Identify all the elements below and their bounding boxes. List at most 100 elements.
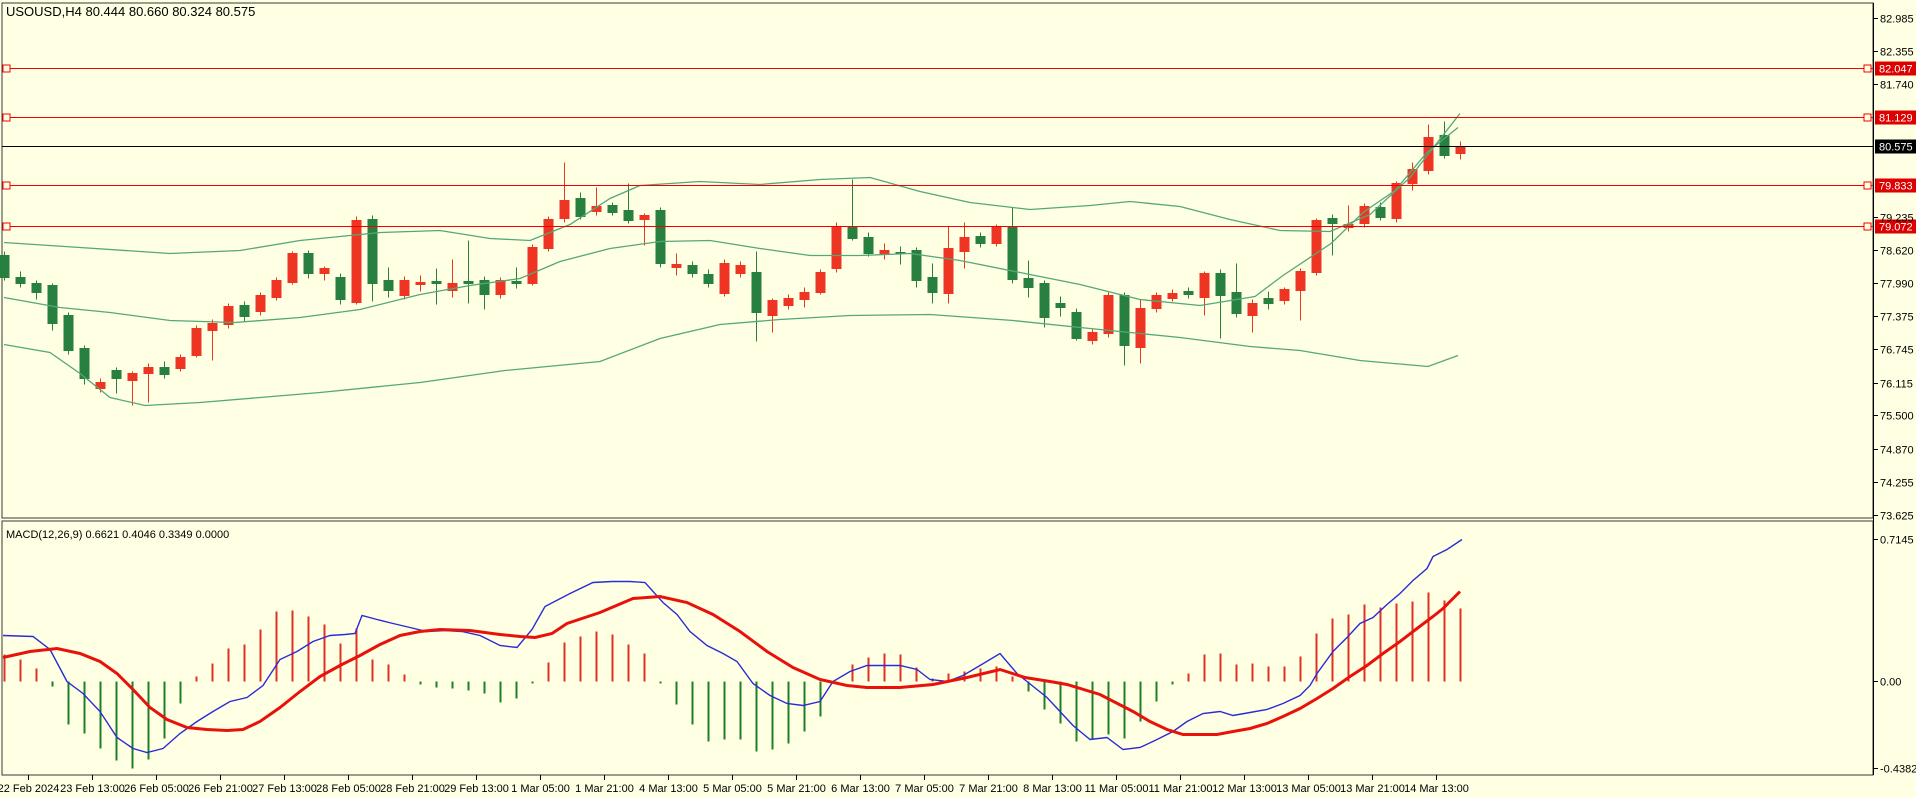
candle-body xyxy=(1439,135,1450,156)
candle-body xyxy=(239,305,250,317)
time-label: 28 Feb 21:00 xyxy=(380,783,445,795)
symbol-title: USOUSD,H4 80.444 80.660 80.324 80.575 xyxy=(6,4,255,19)
price-tick-label: 78.620 xyxy=(1880,246,1914,258)
hline-left-handle[interactable] xyxy=(2,222,11,231)
candlestick-series xyxy=(0,121,1466,406)
candle-body xyxy=(1215,273,1226,296)
hline-right-handle[interactable] xyxy=(1863,64,1872,73)
time-axis[interactable]: 22 Feb 2024 23 Feb 13:00 26 Feb 05:00 26 Fe… xyxy=(0,775,1469,795)
candle-body xyxy=(927,277,938,293)
macd-tick-label: -0.4382 xyxy=(1880,764,1916,776)
candle-body xyxy=(1135,308,1146,348)
horizontal-line-objects[interactable] xyxy=(2,64,1873,231)
candle-body xyxy=(1119,295,1130,346)
price-tick-label: 74.870 xyxy=(1880,445,1914,457)
macd-label: MACD(12,26,9) 0.6621 0.4046 0.3349 0.000… xyxy=(6,529,229,541)
candle-body xyxy=(1247,303,1258,316)
candle-body xyxy=(207,323,218,331)
candle-body xyxy=(15,277,26,284)
time-label: 12 Mar 13:00 xyxy=(1212,783,1277,795)
candle-body xyxy=(31,283,42,293)
candle-body xyxy=(511,281,522,284)
candle-body xyxy=(575,198,586,217)
time-label: 1 Mar 21:00 xyxy=(575,783,634,795)
candle-body xyxy=(799,292,810,300)
price-tick-label: 81.740 xyxy=(1880,80,1914,92)
price-tick-label: 82.355 xyxy=(1880,47,1914,59)
candle-body xyxy=(479,280,490,295)
price-line-badge xyxy=(1875,178,1916,193)
time-label: 22 Feb 2024 xyxy=(0,783,59,795)
price-line-badge xyxy=(1875,110,1916,125)
candle-body xyxy=(527,247,538,284)
price-line-badge-label: 82.047 xyxy=(1879,64,1913,76)
time-label: 13 Mar 05:00 xyxy=(1276,783,1341,795)
price-tick-label: 75.500 xyxy=(1880,411,1914,423)
time-label: 11 Mar 21:00 xyxy=(1148,783,1212,795)
price-tick-label: 82.985 xyxy=(1880,14,1914,26)
hline-right-handle[interactable] xyxy=(1863,181,1872,190)
price-line-badge xyxy=(1875,61,1916,76)
candle-body xyxy=(623,210,634,221)
candle-body xyxy=(1199,273,1210,298)
macd-indicator xyxy=(2,538,1463,769)
candle-body xyxy=(1023,278,1034,288)
time-label: 26 Feb 05:00 xyxy=(124,783,189,795)
candle-body xyxy=(1391,183,1402,219)
candle-body xyxy=(1055,303,1066,308)
candle-body xyxy=(879,250,890,254)
current-price-badge xyxy=(1875,139,1916,154)
price-line-badge-label: 79.072 xyxy=(1879,222,1913,234)
candle-body xyxy=(143,367,154,374)
hline-right-handle[interactable] xyxy=(1863,113,1872,122)
time-label: 29 Feb 13:00 xyxy=(444,783,509,795)
candle-body xyxy=(463,281,474,284)
time-label: 26 Feb 21:00 xyxy=(188,783,253,795)
time-label: 7 Mar 21:00 xyxy=(959,783,1018,795)
candle-body xyxy=(655,210,666,264)
candle-body xyxy=(127,373,138,381)
candle-body xyxy=(1375,207,1386,218)
candle-body xyxy=(1103,295,1114,334)
price-tick-label: 77.375 xyxy=(1880,312,1914,324)
price-line-badge-label: 79.833 xyxy=(1879,181,1913,193)
candle-body xyxy=(1039,283,1050,318)
hline-left-handle[interactable] xyxy=(2,64,11,73)
candle-body xyxy=(751,272,762,313)
time-label: 27 Feb 13:00 xyxy=(252,783,317,795)
candle-body xyxy=(335,277,346,300)
candle-body xyxy=(543,219,554,249)
candle-body xyxy=(271,280,282,298)
candle-body xyxy=(959,237,970,252)
hline-left-handle[interactable] xyxy=(2,113,11,122)
macd-main-line xyxy=(2,538,1463,754)
price-tick-label: 79.235 xyxy=(1880,213,1914,225)
candle-body xyxy=(383,280,394,291)
price-tick-label: 73.625 xyxy=(1880,511,1914,523)
candle-body xyxy=(0,255,10,278)
macd-tick-label: 0.7145 xyxy=(1880,535,1914,547)
price-line-badge xyxy=(1875,219,1916,234)
candle-body xyxy=(415,282,426,285)
current-price-badge-label: 80.575 xyxy=(1879,142,1913,154)
candle-body xyxy=(1455,146,1466,154)
hline-right-handle[interactable] xyxy=(1863,222,1872,231)
candle-body xyxy=(111,370,122,379)
candle-body xyxy=(1167,293,1178,299)
candle-body xyxy=(1087,332,1098,341)
candle-body xyxy=(447,283,458,291)
time-label: 14 Mar 13:00 xyxy=(1404,783,1469,795)
time-label: 13 Mar 21:00 xyxy=(1340,783,1405,795)
candle-body xyxy=(607,205,618,213)
candle-body xyxy=(719,263,730,294)
bollinger-bands xyxy=(3,113,1461,407)
bollinger-lower-band xyxy=(3,313,1459,407)
hline-left-handle[interactable] xyxy=(2,181,11,190)
candle-body xyxy=(63,315,74,351)
price-axis[interactable]: 82.047 81.129 79.833 79.072 80.575 82.985 82.3… xyxy=(1873,3,1916,776)
bollinger-upper-band xyxy=(3,113,1461,255)
candle-body xyxy=(815,272,826,293)
candle-body xyxy=(367,219,378,284)
